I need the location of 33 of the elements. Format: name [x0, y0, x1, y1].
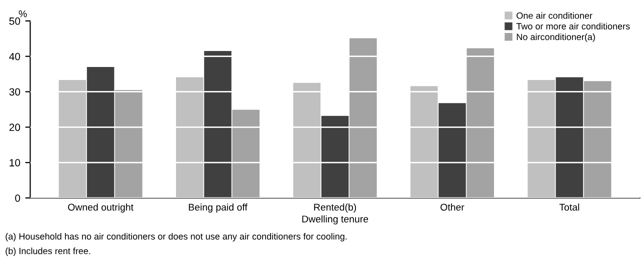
y-tick-label: 40 [9, 52, 20, 60]
bar [466, 48, 494, 198]
y-tick-label: 0 [15, 194, 20, 202]
x-tick-label: Other [440, 204, 464, 211]
bar [115, 90, 142, 198]
x-tick-label: Total [559, 204, 580, 211]
bar [321, 116, 349, 198]
x-tick-label: Rented(b) [314, 204, 356, 213]
y-tick-label: 20 [9, 124, 20, 132]
bar [556, 77, 584, 198]
legend-label: One air conditioner [516, 12, 592, 19]
bar [232, 110, 260, 198]
bar [86, 66, 114, 198]
legend-label: Two or more air conditioners [516, 22, 630, 30]
x-tick-label: Owned outright [68, 204, 134, 213]
bar [293, 82, 321, 198]
legend-label: No airconditioner(a) [516, 34, 595, 42]
y-tick-label: 50 [9, 17, 20, 25]
bar [528, 80, 555, 198]
text: (a) Household has no air conditioners or does not use any air conditioners for cooling. [6, 232, 347, 242]
bar [349, 38, 377, 198]
y-tick-label: 30 [9, 88, 20, 96]
text: (b) Includes rent free. [6, 248, 90, 256]
bar [58, 80, 86, 198]
y-tick-label: 10 [10, 159, 20, 166]
bar [176, 77, 204, 198]
y-axis-title: % [18, 10, 27, 18]
bar [584, 81, 612, 198]
x-axis-title: Dwelling tenure [302, 215, 368, 224]
bar [204, 51, 232, 198]
bar [438, 103, 466, 198]
bar [410, 86, 438, 198]
x-tick-label: Being paid off [188, 204, 248, 213]
